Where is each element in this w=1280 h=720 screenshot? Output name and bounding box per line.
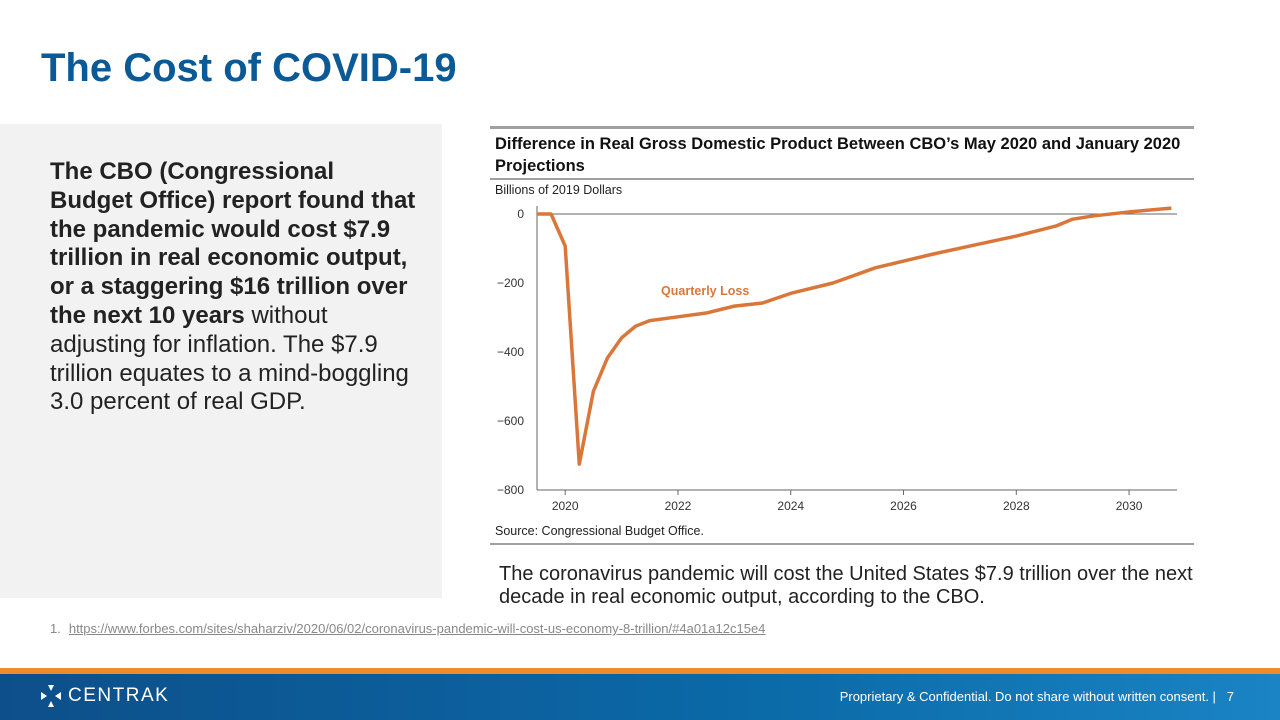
y-tick-label: −800	[497, 483, 524, 497]
summary-bold: The CBO (Congressional Budget Office) re…	[50, 158, 416, 329]
x-tick-label: 2020	[552, 499, 579, 513]
footnote-number: 1.	[50, 621, 61, 636]
slide-title: The Cost of COVID-19	[41, 46, 457, 90]
chart-top-rule	[490, 126, 1194, 129]
series-line-quarterly-loss	[537, 206, 1172, 466]
chart-plot: 0 −200 −400 −600 −800 2020 2022 2024 2026 2028 203…	[497, 206, 1177, 513]
chart-y-label: Billions of 2019 Dollars	[495, 183, 623, 197]
chart-caption: The coronavirus pandemic will cost the U…	[499, 563, 1193, 608]
footer: CENTRAK Proprietary & Confidential. Do n…	[0, 674, 1280, 720]
y-tick-label: −600	[497, 414, 524, 428]
left-panel	[0, 124, 442, 598]
x-tick-label: 2030	[1116, 499, 1143, 513]
x-tick-label: 2024	[777, 499, 804, 513]
centrak-logo: CENTRAK	[40, 684, 169, 708]
confidential-text: Proprietary & Confidential. Do not share…	[839, 689, 1216, 704]
x-tick-label: 2026	[890, 499, 917, 513]
chart-title: Difference in Real Gross Domestic Produc…	[495, 135, 1181, 175]
summary-text: The CBO (Congressional Budget Office) re…	[50, 158, 420, 417]
x-tick-label: 2022	[665, 499, 692, 513]
footer-accent-bar	[0, 668, 1280, 674]
confidential-notice: Proprietary & Confidential. Do not share…	[840, 689, 1234, 704]
brand-name: CENTRAK	[68, 685, 170, 706]
y-tick-label: 0	[517, 207, 524, 221]
footnote: 1. https://www.forbes.com/sites/shaharziv…	[50, 621, 765, 636]
chart-title-rule	[490, 178, 1194, 180]
footnote-link[interactable]: https://www.forbes.com/sites/shaharziv/2…	[68, 621, 766, 636]
gdp-chart: Difference in Real Gross Domestic Produc…	[490, 126, 1194, 546]
chart-source: Source: Congressional Budget Office.	[495, 524, 704, 538]
chart-bottom-rule	[490, 543, 1194, 545]
x-tick-label: 2028	[1003, 499, 1030, 513]
summary-normal: without adjusting for inflation. The $7.…	[50, 301, 409, 416]
series-label: Quarterly Loss	[661, 284, 749, 298]
page-number: 7	[1226, 689, 1234, 704]
centrak-logo-icon	[41, 685, 61, 707]
y-tick-label: −200	[497, 276, 524, 290]
y-tick-label: −400	[497, 345, 524, 359]
